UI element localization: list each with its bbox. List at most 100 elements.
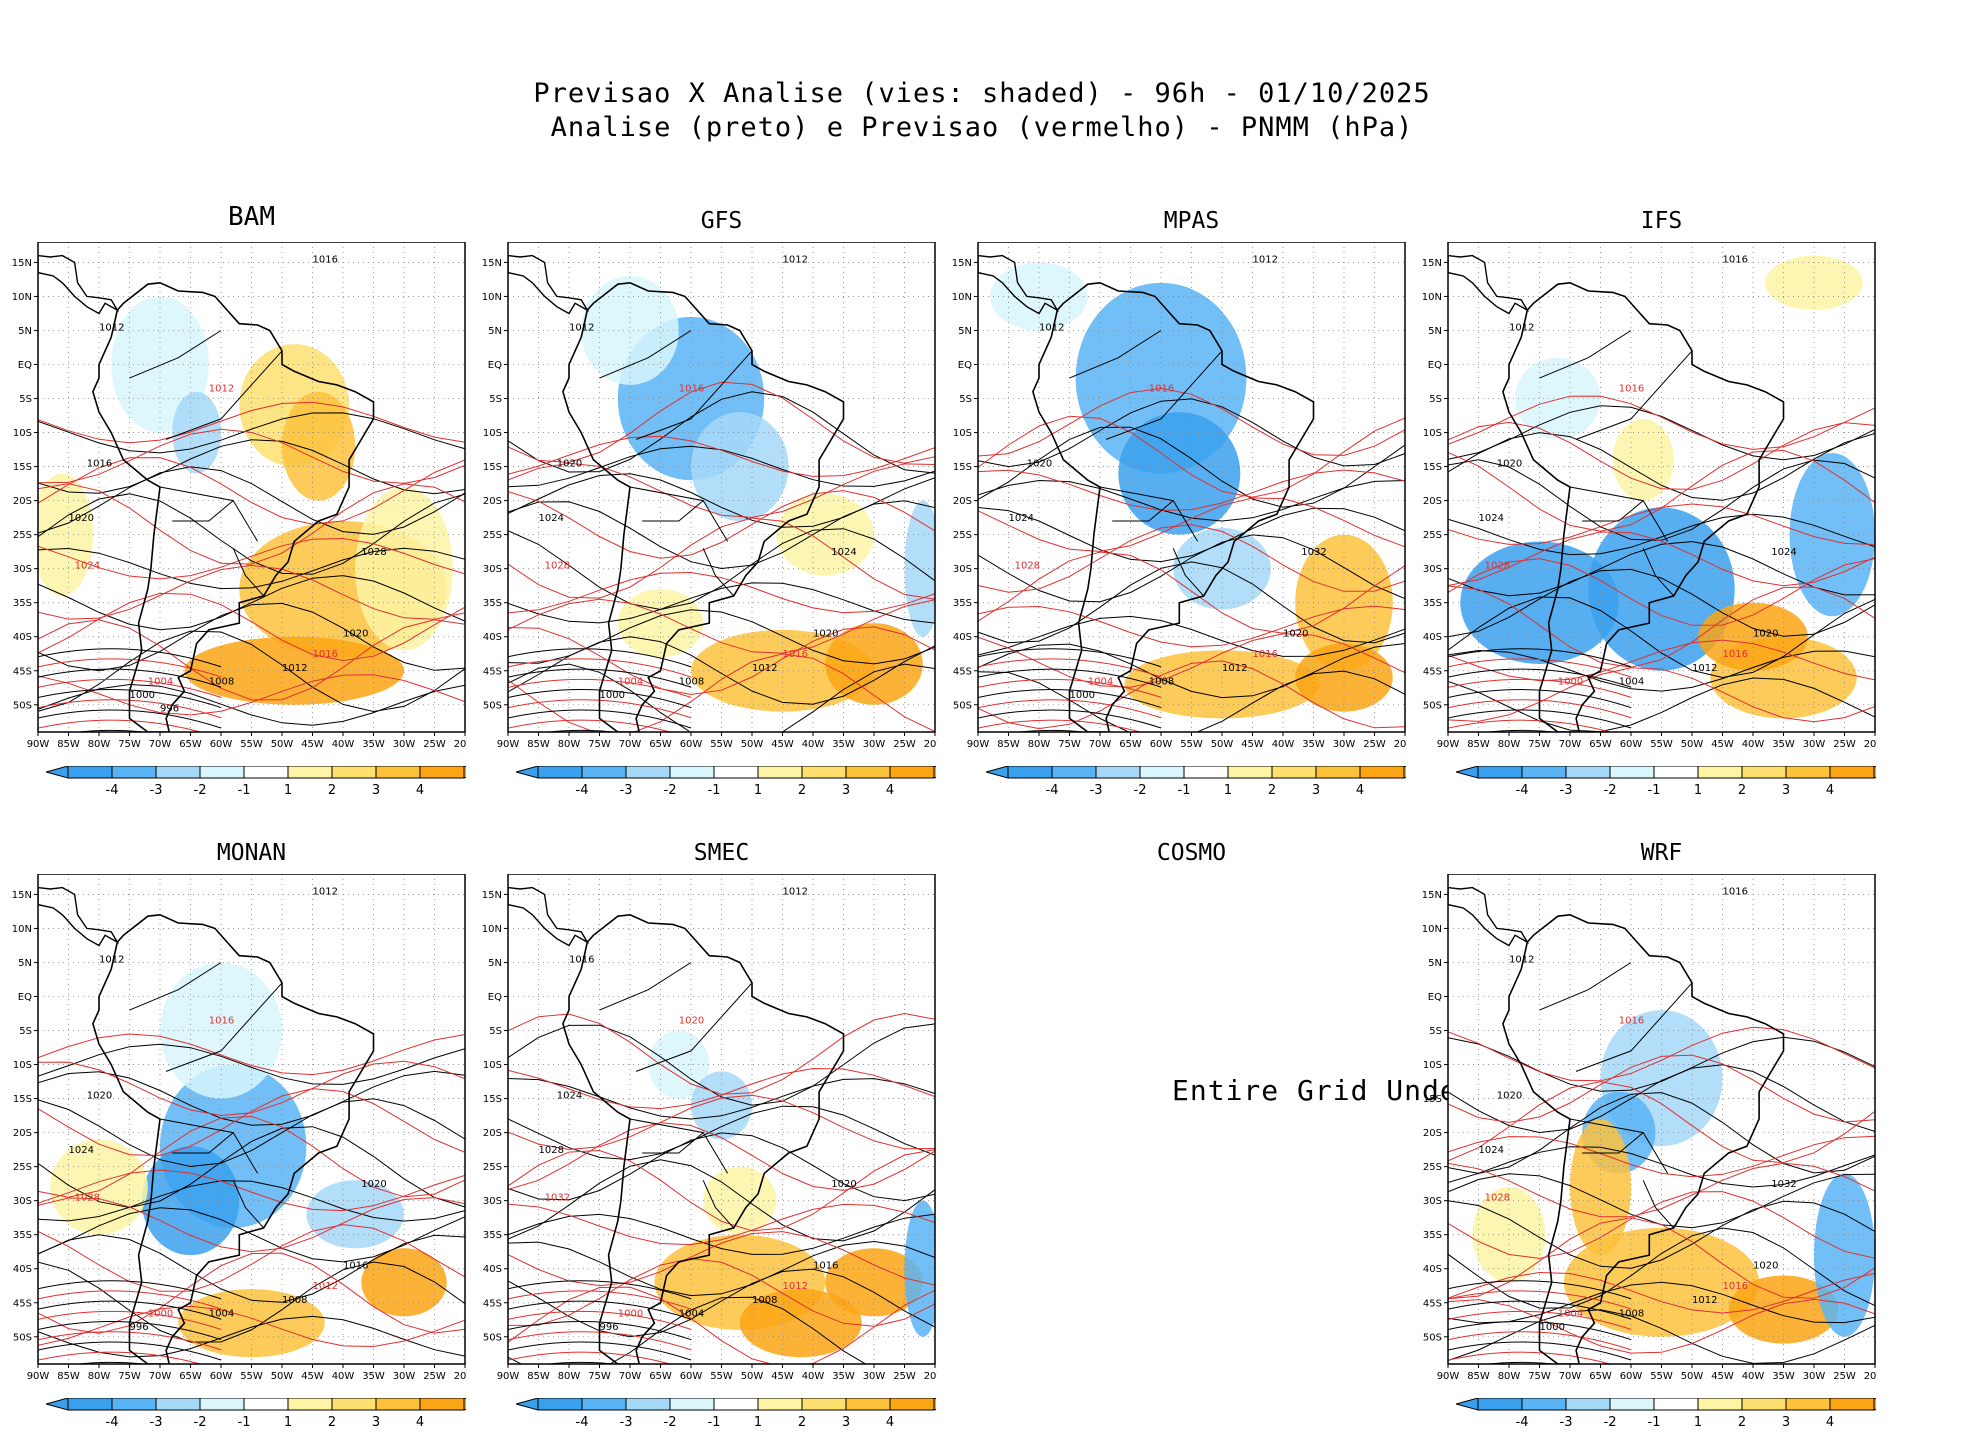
lon-tick-label: 60W	[210, 739, 233, 750]
pressure-label: 1020	[1497, 1091, 1522, 1102]
lon-tick-label: 45W	[771, 1371, 794, 1382]
map-bam: 1016 1012 1012 1016 1020 1024 1028 1020 1016 1012…	[12, 242, 467, 750]
colorbar-tick-label: -4	[1516, 1415, 1529, 1430]
lon-tick-label: 85W	[57, 739, 80, 750]
colorbar-tick-label: 1	[754, 783, 762, 798]
lat-tick-label: 20S	[953, 496, 972, 507]
bias-shade	[581, 276, 679, 385]
lat-tick-label: 5S	[489, 1026, 502, 1037]
lat-tick-label: 10N	[12, 292, 32, 303]
colorbar-tick-label: 3	[842, 1415, 850, 1430]
map-wrf: 1016 1012 1016 1020 1024 1028 1032 1020 1016 1012…	[1422, 874, 1877, 1382]
pressure-label: 1024	[831, 547, 856, 558]
lat-tick-label: 25S	[1423, 1162, 1442, 1173]
lon-tick-label: 25W	[1833, 739, 1856, 750]
pressure-label: 1024	[1771, 547, 1796, 558]
lon-tick-label: 75W	[1528, 739, 1551, 750]
lon-tick-label: 30W	[863, 739, 886, 750]
lon-tick-label: 75W	[118, 739, 141, 750]
pressure-label: 1012	[752, 663, 777, 674]
colorbar-segment	[537, 1398, 583, 1411]
bias-shade	[617, 589, 704, 658]
pressure-label: 1008	[679, 676, 704, 687]
colorbar-tick-label: -4	[1516, 783, 1529, 798]
bias-shade	[691, 412, 789, 522]
pressure-label: 1020	[679, 1016, 704, 1027]
lat-tick-label: 15N	[952, 258, 972, 269]
lon-tick-label: 55W	[1180, 739, 1203, 750]
pressure-label: 1020	[831, 1179, 856, 1190]
colorbar-tick-label: 1	[1224, 783, 1232, 798]
bias-shade	[1814, 1173, 1875, 1337]
pressure-label: 1024	[1479, 1145, 1504, 1156]
pressure-label: 1016	[569, 954, 594, 965]
lon-tick-label: 55W	[240, 1371, 263, 1382]
pressure-label: 1000	[618, 1308, 643, 1319]
colorbar: -4 -3 -2 -1 1 2 3 4	[46, 1398, 466, 1430]
pressure-label: 1012	[783, 254, 808, 265]
colorbar-segment	[287, 1398, 333, 1411]
lon-tick-label: 20W	[924, 1371, 937, 1382]
coastline	[92, 281, 375, 732]
lon-tick-label: 75W	[588, 1371, 611, 1382]
lon-tick-label: 90W	[1437, 739, 1460, 750]
lon-tick-label: 65W	[649, 1371, 672, 1382]
colorbar-segment	[287, 766, 333, 779]
lon-tick-label: 30W	[1803, 739, 1826, 750]
lon-tick-label: 70W	[1089, 739, 1112, 750]
colorbar-segment	[1227, 766, 1273, 779]
pressure-label: 1016	[1723, 254, 1748, 265]
colorbar-segment	[713, 1398, 759, 1411]
pressure-label: 1024	[539, 513, 564, 524]
colorbar-segment	[1785, 1398, 1831, 1411]
lon-tick-label: 25W	[893, 1371, 916, 1382]
pressure-label: 1016	[87, 459, 112, 470]
lat-tick-label: 15N	[1422, 258, 1442, 269]
lon-tick-label: 80W	[88, 1371, 111, 1382]
lat-tick-label: 15N	[1422, 890, 1442, 901]
lon-tick-label: 25W	[423, 1371, 446, 1382]
colorbar-segment	[1653, 766, 1699, 779]
lat-tick-label: 20S	[13, 1128, 32, 1139]
lon-tick-label: 30W	[863, 1371, 886, 1382]
lat-tick-label: EQ	[488, 360, 502, 371]
lon-tick-label: 30W	[1803, 1371, 1826, 1382]
colorbar-tick-label: -2	[1604, 1415, 1617, 1430]
lon-tick-label: 50W	[741, 1371, 764, 1382]
colorbar-tick-label: 4	[416, 783, 424, 798]
panel-title-smec: SMEC	[693, 840, 750, 866]
lon-tick-label: 35W	[832, 739, 855, 750]
lon-tick-label: 55W	[710, 739, 733, 750]
lon-tick-label: 30W	[1333, 739, 1356, 750]
lon-tick-label: 40W	[1742, 739, 1765, 750]
lon-tick-label: 65W	[179, 1371, 202, 1382]
pressure-label: 1016	[1723, 886, 1748, 897]
lat-tick-label: 15S	[1423, 462, 1442, 473]
lat-tick-label: 10N	[482, 292, 502, 303]
lat-tick-label: 35S	[13, 1230, 32, 1241]
lat-tick-label: 10N	[1422, 924, 1442, 935]
lat-tick-label: 25S	[483, 1162, 502, 1173]
lat-tick-label: 45S	[483, 666, 502, 677]
bias-shade	[184, 636, 404, 705]
lon-tick-label: 35W	[1302, 739, 1325, 750]
colorbar-segment	[155, 1398, 201, 1411]
colorbar-tick-label: -1	[708, 1415, 721, 1430]
lon-tick-label: 85W	[1467, 1371, 1490, 1382]
bias-shade	[1124, 650, 1320, 719]
lat-tick-label: 35S	[953, 598, 972, 609]
lon-tick-label: 20W	[1864, 1371, 1877, 1382]
colorbar-tick-label: 1	[284, 783, 292, 798]
pressure-label: 1012	[1222, 663, 1247, 674]
colorbar-segment	[199, 766, 245, 779]
lat-tick-label: 15S	[13, 462, 32, 473]
colorbar-tick-label: 2	[1738, 1415, 1746, 1430]
lon-tick-label: 85W	[57, 1371, 80, 1382]
lat-tick-label: 35S	[13, 598, 32, 609]
lat-tick-label: 5N	[18, 958, 32, 969]
lon-tick-label: 85W	[527, 739, 550, 750]
panel-title-bam: BAM	[228, 202, 275, 232]
lat-tick-label: 30S	[13, 1196, 32, 1207]
bias-shade	[50, 1139, 148, 1235]
lon-tick-label: 65W	[649, 739, 672, 750]
